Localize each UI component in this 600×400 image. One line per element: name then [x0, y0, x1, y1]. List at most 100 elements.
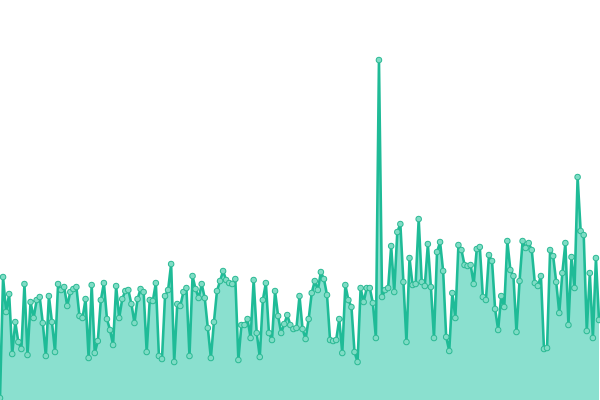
- data-point: [345, 296, 352, 304]
- data-point: [250, 276, 257, 284]
- data-point: [219, 267, 227, 275]
- data-point: [88, 281, 95, 289]
- data-point: [372, 334, 380, 342]
- data-point: [455, 241, 462, 249]
- data-point: [204, 324, 212, 332]
- data-point: [39, 319, 47, 327]
- data-point: [293, 324, 300, 332]
- data-point: [30, 314, 37, 322]
- data-point: [427, 283, 435, 291]
- data-point: [580, 231, 588, 239]
- data-point: [534, 282, 542, 290]
- data-point: [559, 269, 566, 277]
- data-point: [42, 352, 50, 360]
- data-point: [338, 349, 346, 357]
- data-point: [15, 338, 22, 346]
- data-point: [280, 320, 288, 328]
- data-point: [387, 242, 395, 250]
- data-point: [482, 296, 490, 304]
- data-point: [97, 296, 105, 304]
- data-point: [210, 318, 218, 326]
- data-point: [186, 352, 193, 360]
- data-point: [207, 354, 215, 362]
- data-point: [228, 280, 236, 288]
- data-point: [259, 296, 267, 304]
- data-point: [85, 354, 92, 362]
- data-point: [283, 311, 291, 319]
- data-point: [125, 286, 132, 294]
- data-point: [485, 251, 493, 259]
- data-point: [351, 348, 358, 356]
- data-point: [522, 244, 529, 252]
- data-point: [543, 344, 551, 352]
- data-point: [256, 353, 264, 361]
- data-point: [504, 237, 511, 245]
- data-point: [332, 336, 340, 344]
- data-point: [421, 282, 429, 290]
- data-point: [348, 303, 355, 311]
- data-point: [317, 268, 325, 276]
- data-points: [0, 56, 600, 400]
- data-point: [262, 279, 270, 287]
- data-point: [552, 278, 560, 286]
- data-point: [412, 280, 419, 288]
- data-point: [436, 238, 444, 246]
- data-point: [546, 246, 554, 254]
- data-point: [403, 338, 410, 346]
- data-point: [491, 305, 499, 313]
- data-point: [192, 285, 199, 293]
- data-point: [452, 314, 459, 322]
- data-point: [201, 294, 209, 302]
- data-point: [54, 280, 62, 288]
- data-point: [244, 315, 251, 323]
- data-point: [161, 292, 169, 300]
- data-point: [571, 284, 578, 292]
- data-point: [470, 280, 478, 288]
- data-point: [507, 266, 514, 274]
- data-point: [21, 280, 28, 288]
- data-point: [390, 288, 398, 296]
- data-point: [549, 252, 557, 260]
- data-point: [268, 336, 276, 344]
- data-point: [5, 290, 13, 298]
- data-point: [308, 289, 316, 297]
- data-point: [592, 254, 600, 262]
- data-point: [277, 329, 285, 337]
- data-point: [406, 254, 413, 262]
- data-point: [528, 246, 536, 254]
- data-point: [183, 284, 190, 292]
- data-point: [400, 278, 407, 286]
- data-point: [366, 284, 374, 292]
- data-point: [555, 309, 563, 317]
- data-point: [140, 288, 147, 296]
- data-point: [595, 316, 600, 324]
- data-point: [112, 282, 120, 290]
- data-point: [357, 284, 364, 292]
- data-point: [134, 295, 141, 303]
- data-point: [36, 293, 44, 301]
- data-point: [216, 277, 224, 285]
- data-point: [79, 314, 86, 322]
- data-point: [519, 237, 526, 245]
- data-point: [232, 275, 239, 283]
- data-point: [516, 277, 523, 285]
- data-point: [384, 284, 392, 292]
- data-point: [488, 257, 496, 265]
- data-point: [177, 302, 184, 310]
- data-point: [458, 246, 465, 254]
- data-point: [0, 273, 7, 281]
- data-point: [397, 220, 404, 228]
- data-point: [335, 315, 343, 323]
- data-point: [494, 326, 502, 334]
- data-point: [82, 295, 89, 303]
- data-point: [27, 298, 34, 306]
- data-point: [94, 337, 102, 345]
- data-point: [143, 348, 150, 356]
- data-point: [510, 272, 517, 280]
- data-point: [369, 299, 377, 307]
- data-point: [525, 239, 533, 247]
- data-point: [51, 348, 59, 356]
- data-point: [394, 228, 401, 236]
- data-point: [424, 240, 432, 248]
- data-point: [247, 334, 254, 342]
